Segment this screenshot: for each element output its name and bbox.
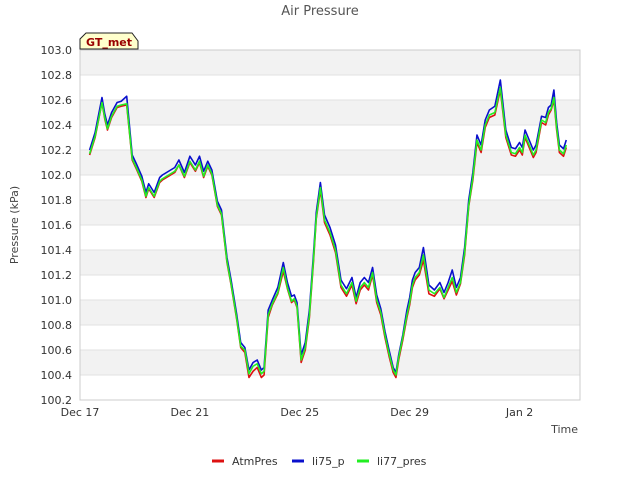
y-tick-label: 101.2 <box>41 269 73 282</box>
y-tick-label: 100.8 <box>41 319 73 332</box>
plot-band <box>80 50 580 75</box>
y-tick-label: 100.2 <box>41 394 73 407</box>
legend-label: AtmPres <box>232 455 278 468</box>
legend-label: li75_p <box>312 455 345 468</box>
x-axis-label: Time <box>550 423 578 436</box>
y-tick-label: 101.0 <box>41 294 73 307</box>
legend: AtmPres li75_p li77_pres <box>212 455 427 468</box>
x-tick-label: Dec 17 <box>61 406 100 419</box>
y-tick-label: 100.4 <box>41 369 73 382</box>
y-tick-label: 102.2 <box>41 144 73 157</box>
y-tick-label: 100.6 <box>41 344 73 357</box>
x-tick-label: Dec 21 <box>170 406 209 419</box>
series-line-li77-pres <box>88 86 568 376</box>
y-tick-label: 103.0 <box>41 44 73 57</box>
gt-met-badge: GT_met <box>79 32 139 50</box>
y-tick-label: 101.4 <box>41 244 73 257</box>
y-tick-label: 102.4 <box>41 119 73 132</box>
badge-label: GT_met <box>86 36 132 49</box>
chart-title: Air Pressure <box>281 4 359 19</box>
y-tick-labels: 100.2 100.4 100.6 100.8 101.0 101.2 101.4 101.6… <box>41 44 73 407</box>
y-tick-label: 101.8 <box>41 194 73 207</box>
plot-band <box>80 350 580 375</box>
plot-band <box>80 300 580 325</box>
x-tick-label: Dec 25 <box>280 406 319 419</box>
x-tick-label: Dec 29 <box>390 406 429 419</box>
plot-bands <box>80 50 580 375</box>
y-axis-label: Pressure (kPa) <box>8 186 21 264</box>
plot-frame <box>79 49 581 401</box>
series-lines <box>88 79 568 379</box>
badge-shape <box>79 32 139 50</box>
plot-band <box>80 250 580 275</box>
series-line-atmpres <box>88 89 568 379</box>
x-tick-label: Jan 2 <box>505 406 533 419</box>
y-tick-label: 101.6 <box>41 219 73 232</box>
legend-label: li77_pres <box>377 455 427 468</box>
y-tick-label: 102.8 <box>41 69 73 82</box>
plot-band <box>80 150 580 175</box>
plot-band <box>80 200 580 225</box>
y-tick-label: 102.0 <box>41 169 73 182</box>
y-tick-label: 102.6 <box>41 94 73 107</box>
x-tick-labels: Dec 17 Dec 21 Dec 25 Dec 29 Jan 2 <box>61 406 534 419</box>
